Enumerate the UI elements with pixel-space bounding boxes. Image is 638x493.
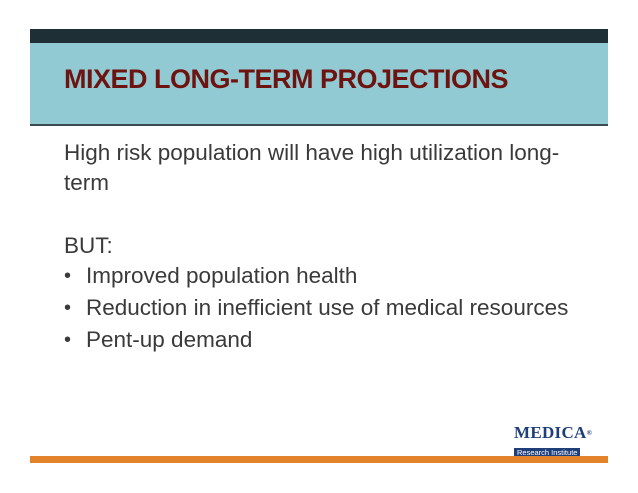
- list-item: • Pent-up demand: [64, 325, 584, 355]
- list-item: • Reduction in inefficient use of medica…: [64, 293, 584, 323]
- contrast-label: BUT:: [64, 233, 113, 258]
- bottom-accent-bar: [30, 456, 608, 463]
- logo-subtitle: Research Institute: [514, 448, 581, 458]
- title-divider: [30, 124, 608, 126]
- bullet-icon: •: [64, 329, 72, 351]
- bullet-text: Pent-up demand: [86, 327, 253, 352]
- bullet-text: Improved population health: [86, 263, 358, 288]
- bullet-icon: •: [64, 265, 72, 287]
- bullet-text: Reduction in inefficient use of medical …: [86, 295, 569, 320]
- top-dark-bar: [30, 29, 608, 43]
- slide-title: MIXED LONG-TERM PROJECTIONS: [64, 64, 509, 94]
- list-item: • Improved population health: [64, 261, 584, 291]
- bullet-icon: •: [64, 297, 72, 319]
- title-band: [30, 43, 608, 124]
- registered-mark: ®: [586, 429, 593, 437]
- logo-wordmark: MEDICA: [514, 423, 587, 442]
- bullet-list: • Improved population health • Reduction…: [64, 261, 584, 355]
- medica-logo: MEDICA® Research Institute: [514, 424, 604, 458]
- logo-name: MEDICA®: [514, 424, 604, 442]
- intro-text: High risk population will have high util…: [64, 140, 560, 195]
- slide-body: High risk population will have high util…: [64, 138, 584, 357]
